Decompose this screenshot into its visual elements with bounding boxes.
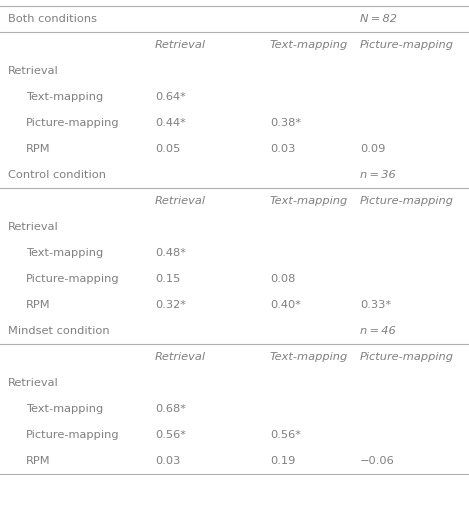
Text: RPM: RPM <box>26 456 51 466</box>
Text: RPM: RPM <box>26 300 51 310</box>
Text: Retrieval: Retrieval <box>8 222 59 232</box>
Text: 0.15: 0.15 <box>155 274 181 284</box>
Text: 0.19: 0.19 <box>270 456 295 466</box>
Text: Retrieval: Retrieval <box>155 40 206 50</box>
Text: Text-mapping: Text-mapping <box>270 352 348 362</box>
Text: 0.09: 0.09 <box>360 144 386 154</box>
Text: Text-mapping: Text-mapping <box>26 404 103 414</box>
Text: N = 82: N = 82 <box>360 14 397 24</box>
Text: Text-mapping: Text-mapping <box>270 40 348 50</box>
Text: Text-mapping: Text-mapping <box>26 92 103 102</box>
Text: Picture-mapping: Picture-mapping <box>360 352 454 362</box>
Text: Picture-mapping: Picture-mapping <box>26 430 120 440</box>
Text: 0.32*: 0.32* <box>155 300 186 310</box>
Text: Retrieval: Retrieval <box>8 378 59 388</box>
Text: Both conditions: Both conditions <box>8 14 97 24</box>
Text: Text-mapping: Text-mapping <box>270 196 348 206</box>
Text: 0.38*: 0.38* <box>270 118 301 128</box>
Text: n = 46: n = 46 <box>360 326 396 336</box>
Text: −0.06: −0.06 <box>360 456 395 466</box>
Text: 0.56*: 0.56* <box>155 430 186 440</box>
Text: Text-mapping: Text-mapping <box>26 248 103 258</box>
Text: Picture-mapping: Picture-mapping <box>26 274 120 284</box>
Text: RPM: RPM <box>26 144 51 154</box>
Text: 0.64*: 0.64* <box>155 92 186 102</box>
Text: Control condition: Control condition <box>8 170 106 180</box>
Text: n = 36: n = 36 <box>360 170 396 180</box>
Text: Picture-mapping: Picture-mapping <box>360 196 454 206</box>
Text: 0.33*: 0.33* <box>360 300 391 310</box>
Text: 0.56*: 0.56* <box>270 430 301 440</box>
Text: 0.03: 0.03 <box>155 456 181 466</box>
Text: Picture-mapping: Picture-mapping <box>360 40 454 50</box>
Text: 0.68*: 0.68* <box>155 404 186 414</box>
Text: 0.44*: 0.44* <box>155 118 186 128</box>
Text: 0.05: 0.05 <box>155 144 181 154</box>
Text: 0.40*: 0.40* <box>270 300 301 310</box>
Text: Retrieval: Retrieval <box>155 196 206 206</box>
Text: Picture-mapping: Picture-mapping <box>26 118 120 128</box>
Text: Retrieval: Retrieval <box>155 352 206 362</box>
Text: Mindset condition: Mindset condition <box>8 326 110 336</box>
Text: 0.03: 0.03 <box>270 144 295 154</box>
Text: 0.48*: 0.48* <box>155 248 186 258</box>
Text: Retrieval: Retrieval <box>8 66 59 76</box>
Text: 0.08: 0.08 <box>270 274 295 284</box>
